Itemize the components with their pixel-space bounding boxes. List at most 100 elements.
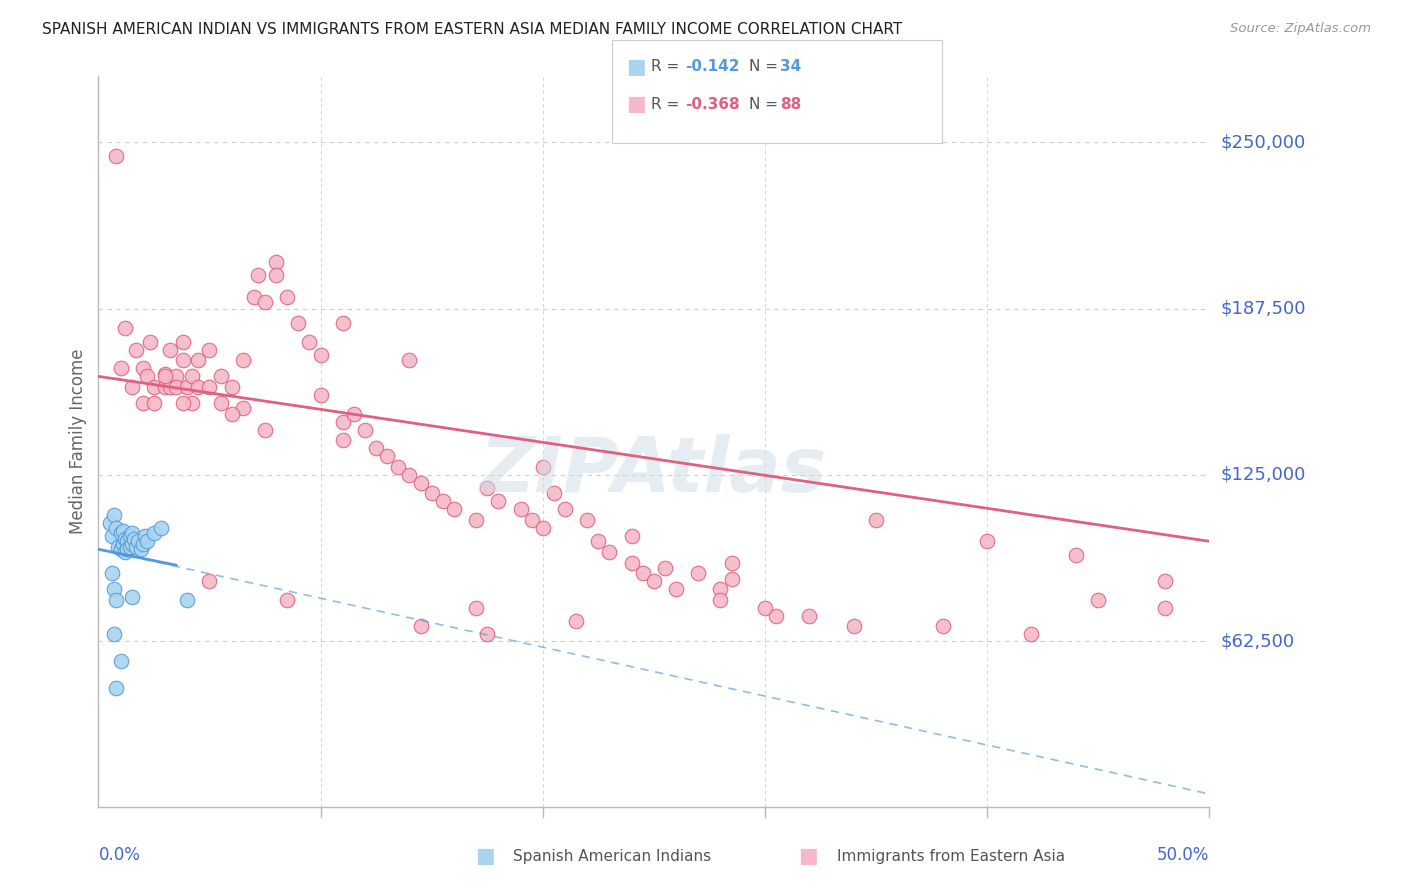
Point [143,526,166,541]
Point [105,592,128,607]
Point [398,467,420,482]
Text: ■: ■ [799,847,818,866]
Point [121,380,143,394]
Text: Spanish American Indians: Spanish American Indians [513,849,711,863]
Point [842,619,865,633]
Point [125,540,148,554]
Point [332,434,354,448]
Point [125,343,148,357]
Point [576,513,599,527]
Point [114,321,136,335]
Point [143,380,166,394]
Text: SPANISH AMERICAN INDIAN VS IMMIGRANTS FROM EASTERN ASIA MEDIAN FAMILY INCOME COR: SPANISH AMERICAN INDIAN VS IMMIGRANTS FR… [42,22,903,37]
Point [332,316,354,330]
Point [343,407,366,421]
Point [688,566,710,581]
Point [799,608,821,623]
Point [110,654,132,668]
Text: ■: ■ [626,95,645,114]
Point [172,334,194,349]
Point [136,534,159,549]
Point [1021,627,1043,641]
Point [543,486,565,500]
Point [247,268,270,283]
Point [149,521,172,535]
Point [1153,600,1175,615]
Point [486,494,509,508]
Point [221,380,243,394]
Point [1087,592,1109,607]
Point [264,268,287,283]
Point [509,502,531,516]
Text: $187,500: $187,500 [1220,300,1306,318]
Point [187,380,209,394]
Point [309,348,332,362]
Text: $125,000: $125,000 [1220,466,1306,483]
Text: ZIPAtlas: ZIPAtlas [479,434,828,508]
Point [105,148,128,162]
Point [232,353,254,368]
Point [114,532,136,546]
Point [931,619,953,633]
Text: ■: ■ [475,847,495,866]
Point [720,572,742,586]
Point [598,545,620,559]
Point [465,600,488,615]
Point [309,388,332,402]
Text: -0.368: -0.368 [685,97,740,112]
Point [118,540,141,554]
Point [121,526,143,541]
Point [554,502,576,516]
Point [132,396,155,410]
Point [121,537,143,551]
Point [143,396,166,410]
Text: 34: 34 [780,60,801,74]
Point [117,542,139,557]
Point [134,529,156,543]
Point [110,542,132,557]
Point [103,508,125,522]
Point [165,369,187,384]
Point [107,540,129,554]
Point [153,367,176,381]
Point [1064,548,1087,562]
Point [432,494,454,508]
Point [287,316,309,330]
Text: R =: R = [651,60,685,74]
Point [129,542,152,557]
Point [976,534,998,549]
Point [720,556,742,570]
Point [375,449,398,463]
Point [176,592,198,607]
Point [709,582,731,596]
Text: $250,000: $250,000 [1220,133,1306,152]
Point [118,529,141,543]
Point [165,380,187,394]
Text: 0.0%: 0.0% [98,847,141,864]
Point [654,561,676,575]
Point [243,289,266,303]
Point [221,407,243,421]
Point [665,582,688,596]
Point [409,619,432,633]
Text: Immigrants from Eastern Asia: Immigrants from Eastern Asia [837,849,1064,863]
Point [198,380,221,394]
Text: 50.0%: 50.0% [1157,847,1209,864]
Point [443,502,465,516]
Point [643,574,665,589]
Point [138,334,160,349]
Point [1153,574,1175,589]
Point [366,441,388,455]
Point [209,396,232,410]
Point [105,681,128,695]
Text: ■: ■ [626,57,645,77]
Point [103,627,125,641]
Point [253,294,276,309]
Point [253,423,276,437]
Point [354,423,377,437]
Point [765,608,787,623]
Point [531,521,554,535]
Text: N =: N = [749,60,783,74]
Point [117,534,139,549]
Point [136,369,159,384]
